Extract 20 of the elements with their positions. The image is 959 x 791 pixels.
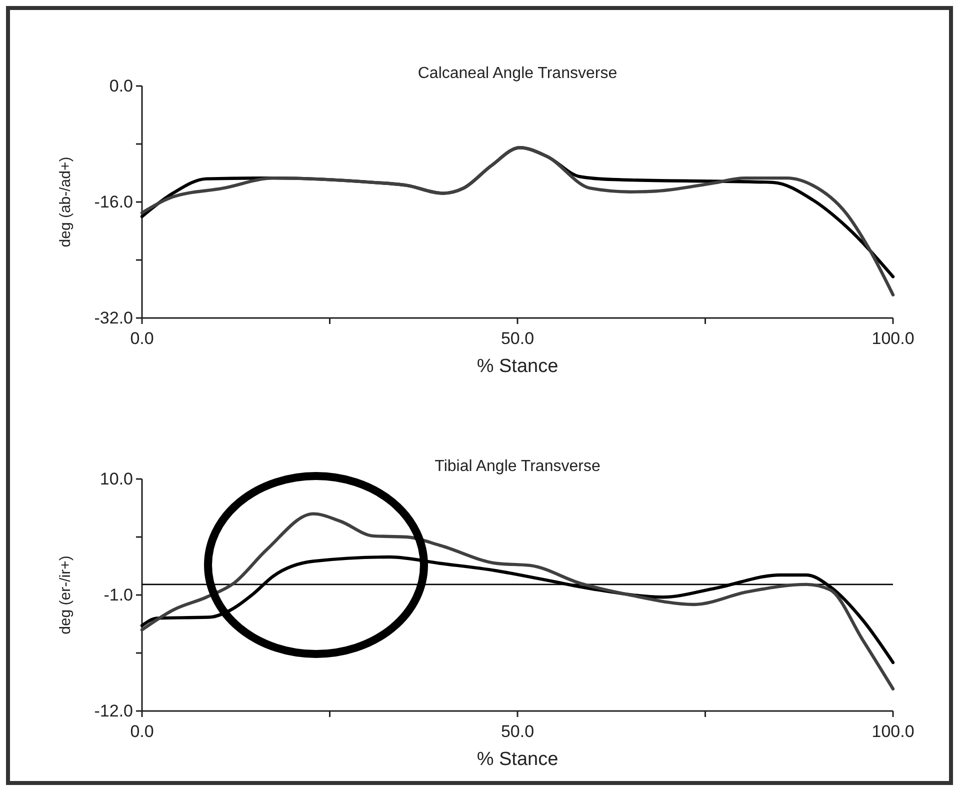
y-tick-label: -1.0 xyxy=(104,585,133,604)
y-tick-label: -12.0 xyxy=(94,701,133,720)
line-series xyxy=(140,512,895,690)
y-axis-title: deg (ab-/ad+) xyxy=(57,156,74,248)
y-tick-label: -32.0 xyxy=(94,308,133,328)
y-tick-label: -16.0 xyxy=(94,192,133,212)
x-tick-label: 0.0 xyxy=(130,329,154,348)
x-tick-label: 100.0 xyxy=(872,722,914,741)
y-tick-label: 10.0 xyxy=(100,469,133,488)
x-tick-label: 50.0 xyxy=(500,722,534,741)
x-tick-label: 50.0 xyxy=(500,329,534,348)
chart-title: Calcaneal Angle Transverse xyxy=(418,65,618,82)
x-axis-title: % Stance xyxy=(476,356,558,377)
x-axis-title: % Stance xyxy=(476,749,558,770)
x-tick-label: 0.0 xyxy=(130,722,154,741)
chart-title: Tibial Angle Transverse xyxy=(434,458,600,475)
y-axis-title: deg (er-/ir+) xyxy=(57,556,74,634)
y-tick-label: 0.0 xyxy=(109,76,133,96)
x-tick-label: 100.0 xyxy=(872,329,914,348)
line-series xyxy=(140,555,895,664)
